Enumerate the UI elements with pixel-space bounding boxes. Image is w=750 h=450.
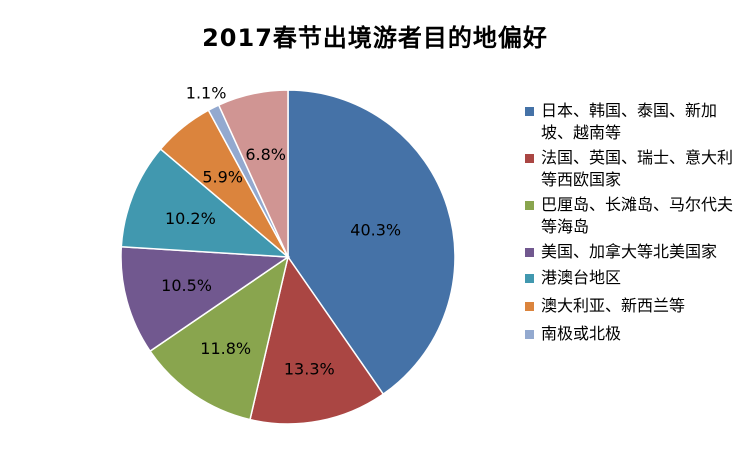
slice-data-label: 5.9%	[202, 168, 243, 187]
slice-data-label: 11.8%	[200, 339, 251, 358]
pie-slice	[120, 147, 291, 258]
legend-item: 日本、韩国、泰国、新加坡、越南等	[523, 100, 748, 144]
slice-data-label: 1.1%	[186, 84, 227, 103]
chart-title: 2017春节出境游者目的地偏好	[202, 24, 548, 52]
legend-swatch	[525, 154, 534, 163]
pie-slice	[287, 89, 456, 396]
pie-slice	[120, 245, 291, 353]
legend-swatch	[525, 201, 534, 210]
legend-label: 美国、加拿大等北美国家	[541, 242, 718, 261]
legend-swatch	[525, 330, 534, 339]
legend-item: 法国、英国、瑞士、意大利等西欧国家	[523, 147, 748, 191]
legend-swatch	[525, 274, 534, 283]
slice-data-label: 13.3%	[284, 360, 335, 379]
legend-swatch	[525, 248, 534, 257]
legend-label: 南极或北极	[541, 324, 622, 343]
legend-item: 巴厘岛、长滩岛、马尔代夫等海岛	[523, 194, 748, 238]
pie-slice	[149, 255, 290, 421]
legend-item: 美国、加拿大等北美国家	[523, 241, 748, 263]
legend-item: 南极或北极	[523, 323, 748, 345]
legend-label: 巴厘岛、长滩岛、马尔代夫等海岛	[541, 195, 734, 236]
legend-item: 澳大利亚、新西兰等	[523, 295, 748, 317]
slice-data-label: 10.2%	[165, 209, 216, 228]
slice-data-label: 6.8%	[245, 145, 286, 164]
legend-label: 港澳台地区	[541, 268, 622, 287]
legend-item: 港澳台地区	[523, 267, 748, 289]
pie-slice	[249, 255, 385, 425]
legend-swatch	[525, 302, 534, 311]
legend-label: 澳大利亚、新西兰等	[541, 296, 686, 315]
slice-data-label: 40.3%	[350, 221, 401, 240]
legend-label: 法国、英国、瑞士、意大利等西欧国家	[541, 148, 734, 189]
slice-data-label: 10.5%	[161, 276, 212, 295]
legend-swatch	[525, 107, 534, 116]
chart-legend: 日本、韩国、泰国、新加坡、越南等 法国、英国、瑞士、意大利等西欧国家 巴厘岛、长滩岛…	[523, 100, 748, 345]
pie-slice	[217, 89, 289, 258]
legend-label: 日本、韩国、泰国、新加坡、越南等	[541, 101, 718, 142]
